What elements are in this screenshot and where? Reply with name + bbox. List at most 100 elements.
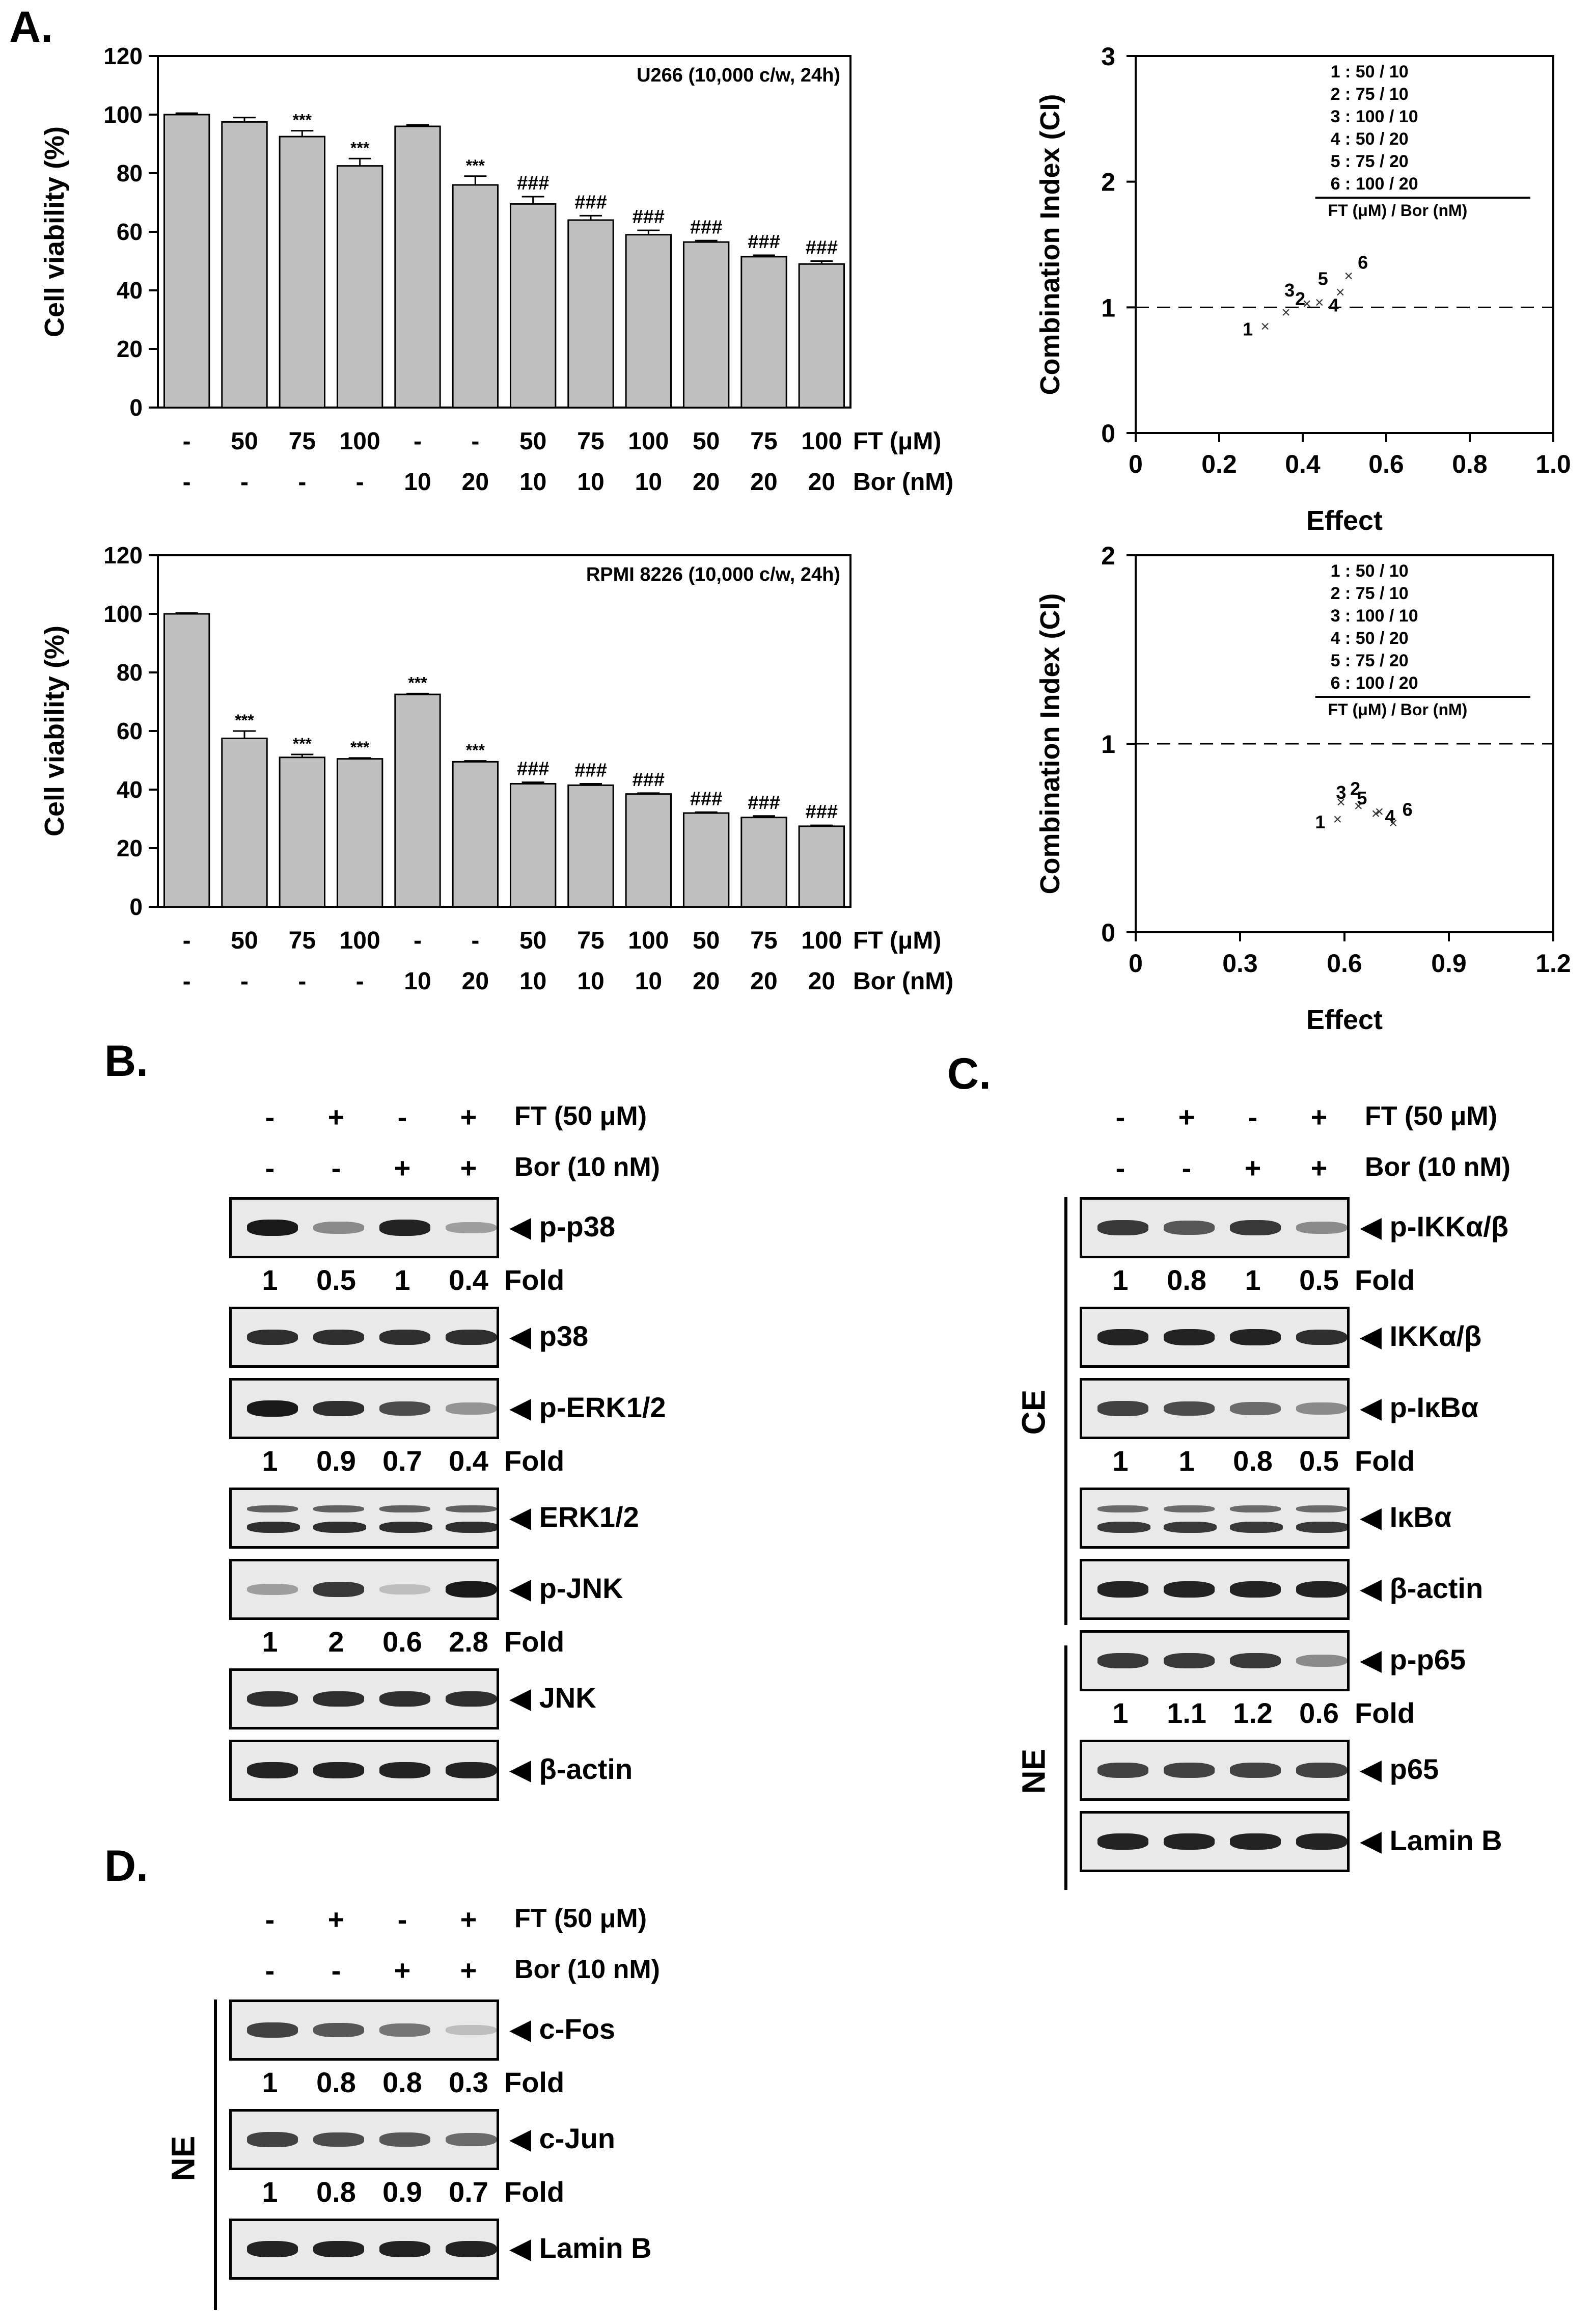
band	[1164, 1833, 1215, 1849]
fold-value: 0.8	[311, 2068, 362, 2097]
band	[247, 1522, 300, 1533]
blot-strip	[229, 1197, 499, 1258]
ft-condition: 75	[577, 428, 604, 455]
y-tick-label: 80	[117, 659, 143, 686]
y-tick-label: 0	[1101, 419, 1115, 448]
ft-sign: -	[244, 1905, 295, 1934]
legend-item: 1 : 50 / 10	[1331, 561, 1409, 581]
ne-group-bracket	[1064, 1645, 1067, 1890]
bor-condition: -	[298, 469, 306, 496]
blot-label: ◀ ERK1/2	[509, 1503, 639, 1531]
blot-strip	[229, 1307, 499, 1368]
fold-value: 0.6	[377, 1628, 428, 1656]
y-tick-label: 40	[117, 277, 143, 304]
band	[1296, 1763, 1347, 1777]
band	[1097, 1522, 1150, 1533]
x-tick-label: 0.9	[1431, 949, 1467, 978]
ft-row-label: FT (μM)	[853, 428, 941, 455]
ft-condition: 100	[340, 428, 380, 455]
band	[1230, 1402, 1281, 1415]
y-tick-label: 40	[117, 776, 143, 803]
blot-strip	[1080, 1307, 1350, 1368]
band	[1164, 1522, 1217, 1533]
y-tick-label: 100	[103, 101, 143, 128]
bar	[453, 762, 498, 907]
ft-condition: -	[471, 428, 479, 455]
blot-strip	[229, 1488, 499, 1549]
fold-label: Fold	[504, 1628, 564, 1656]
x-tick-label: 0.6	[1368, 450, 1404, 478]
bar	[453, 185, 498, 408]
blot-label: ◀ p-IκBα	[1360, 1393, 1478, 1422]
bar-chart-u266: 020406080100120Cell viability (%)U266 (1…	[0, 31, 1019, 520]
blot-strip	[229, 2219, 499, 2280]
ft-sign: +	[1294, 1103, 1344, 1131]
bor-condition: 20	[693, 469, 720, 496]
bor-condition: 10	[577, 469, 604, 496]
bor-sign: +	[443, 1154, 494, 1182]
y-tick-label: 0	[1101, 918, 1115, 947]
bor-sign: +	[1227, 1154, 1278, 1182]
y-axis-label: Combination Index (CI)	[1035, 593, 1065, 895]
y-tick-label: 1	[1101, 730, 1115, 759]
legend-footer: FT (μM) / Bor (nM)	[1328, 201, 1468, 220]
band	[446, 1330, 497, 1345]
band	[1097, 1505, 1148, 1512]
bar	[568, 220, 613, 408]
blot-strip	[1080, 1197, 1350, 1258]
ft-condition: 100	[628, 428, 669, 455]
band	[313, 2241, 364, 2257]
band	[313, 1691, 364, 1707]
significance-label: ***	[466, 156, 485, 175]
bor-condition: 10	[404, 968, 431, 995]
bor-sign: +	[377, 1154, 428, 1182]
significance-label: ###	[517, 173, 549, 194]
fold-label: Fold	[1355, 1447, 1415, 1475]
ft-condition: -	[414, 927, 422, 954]
band	[247, 1220, 298, 1236]
bor-condition: -	[356, 968, 364, 995]
y-tick-label: 80	[117, 160, 143, 186]
band	[379, 1220, 430, 1235]
y-axis-label: Cell viability (%)	[39, 126, 70, 337]
band	[1296, 1655, 1347, 1667]
band	[1230, 1220, 1281, 1235]
data-point: ×	[1315, 294, 1324, 311]
ne-group-label-d: NE	[164, 2136, 202, 2181]
ft-header-label: FT (50 μM)	[1365, 1103, 1497, 1129]
bor-row-label: Bor (nM)	[853, 469, 953, 496]
ft-condition: 100	[801, 927, 842, 954]
blot-strip	[1080, 1488, 1350, 1549]
x-axis-label: Effect	[1306, 1005, 1383, 1034]
panel-b-label: B.	[104, 1039, 148, 1083]
significance-label: ###	[806, 237, 838, 259]
point-label: 5	[1357, 788, 1367, 808]
bor-condition: 20	[808, 469, 835, 496]
bor-condition: 10	[635, 469, 662, 496]
bor-sign: +	[443, 1956, 494, 1985]
bar	[164, 614, 209, 907]
blot-label: ◀ p-ERK1/2	[509, 1393, 666, 1422]
legend-item: 3 : 100 / 10	[1331, 107, 1418, 126]
point-label: 3	[1336, 782, 1346, 803]
fold-value: 1	[1095, 1699, 1146, 1727]
band	[1296, 1505, 1347, 1512]
bar	[510, 204, 555, 408]
legend-item: 4 : 50 / 20	[1331, 129, 1409, 149]
ft-sign: +	[311, 1103, 362, 1131]
fold-value: 2.8	[443, 1628, 494, 1656]
band	[446, 2133, 497, 2146]
y-tick-label: 20	[117, 835, 143, 861]
bor-condition: 20	[462, 469, 489, 496]
y-axis-label: Cell viability (%)	[39, 626, 70, 836]
ft-sign: -	[1095, 1103, 1146, 1131]
ft-row-label: FT (μM)	[853, 927, 941, 954]
x-tick-label: 1.2	[1535, 949, 1571, 978]
band	[1097, 1401, 1148, 1416]
point-label: 6	[1358, 252, 1368, 273]
bor-sign: -	[1095, 1154, 1146, 1182]
bar	[568, 785, 613, 907]
bar	[337, 166, 382, 408]
fold-value: 1	[1095, 1266, 1146, 1294]
ft-condition: -	[183, 428, 191, 455]
